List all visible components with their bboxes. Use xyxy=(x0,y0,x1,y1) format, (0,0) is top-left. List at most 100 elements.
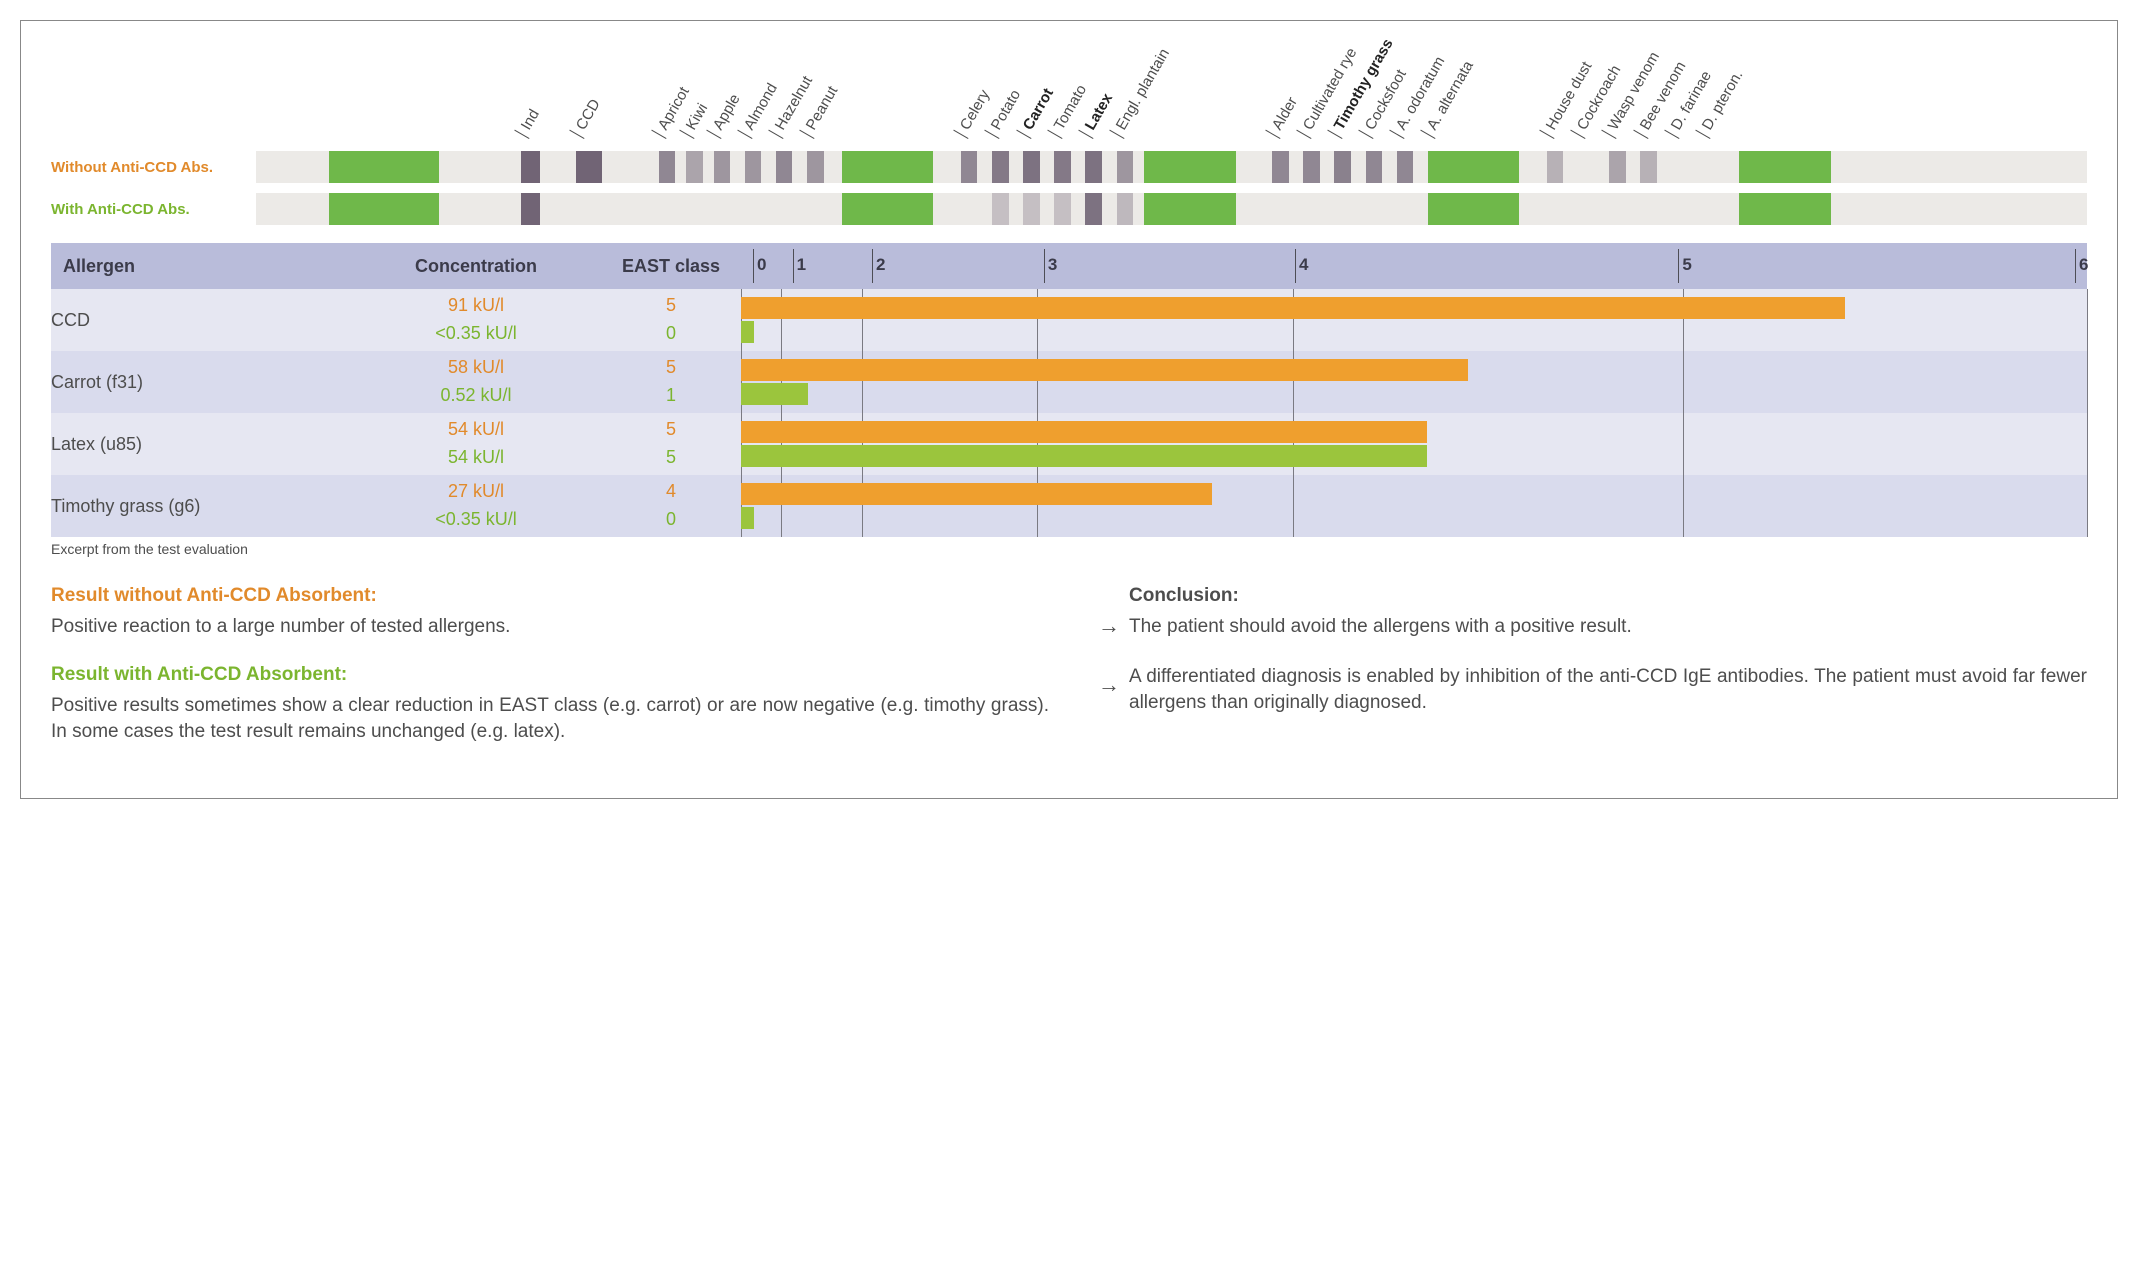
grid-line xyxy=(753,249,754,283)
strip-without-row: Without Anti-CCD Abs. IndCCDApricotKiwiA… xyxy=(51,151,2087,183)
class-without: 5 xyxy=(601,416,741,444)
class-with: 5 xyxy=(601,444,741,472)
grid-label: 0 xyxy=(757,255,766,275)
allergen-band xyxy=(1085,193,1101,225)
allergen-band xyxy=(521,151,539,183)
bar-with xyxy=(741,383,808,405)
concentration-cell: 27 kU/l<0.35 kU/l xyxy=(351,475,601,537)
strip-marker-block xyxy=(1144,193,1236,225)
allergen-label: Ind xyxy=(514,106,543,139)
results-left-col: Result without Anti-CCD Absorbent: Posit… xyxy=(51,583,1049,768)
allergen-band xyxy=(521,193,539,225)
table-header-row: Allergen Concentration EAST class 012345… xyxy=(51,243,2087,289)
bar-without xyxy=(741,297,1845,319)
grid-label: 3 xyxy=(1048,255,1057,275)
grid-line xyxy=(2087,413,2088,475)
allergen-band xyxy=(1272,151,1288,183)
strip-marker-block xyxy=(329,193,439,225)
allergen-band xyxy=(745,151,761,183)
allergen-label: Alder xyxy=(1265,94,1301,139)
allergen-name: Carrot (f31) xyxy=(51,351,351,413)
bar-with xyxy=(741,321,754,343)
col-allergen: Allergen xyxy=(51,243,351,289)
bar-with xyxy=(741,507,754,529)
strip-without: IndCCDApricotKiwiAppleAlmondHazelnutPean… xyxy=(256,151,2087,183)
allergen-name: Timothy grass (g6) xyxy=(51,475,351,537)
allergen-band xyxy=(1609,151,1625,183)
allergen-band xyxy=(714,151,730,183)
grid-line xyxy=(2087,289,2088,351)
conc-with: 54 kU/l xyxy=(351,444,601,472)
col-east-class: EAST class xyxy=(601,243,741,289)
grid-line xyxy=(1678,249,1679,283)
grid-line xyxy=(872,249,873,283)
grid-label: 5 xyxy=(1682,255,1691,275)
grid-line xyxy=(793,249,794,283)
bar-without xyxy=(741,421,1427,443)
grid-line xyxy=(1293,475,1294,537)
strip-marker-block xyxy=(1428,193,1520,225)
allergen-band xyxy=(1397,151,1413,183)
bar-without xyxy=(741,483,1212,505)
conc-without: 91 kU/l xyxy=(351,292,601,320)
bar-chart-cell xyxy=(741,351,2087,413)
strip-marker-block xyxy=(1144,151,1236,183)
allergen-band xyxy=(1303,151,1319,183)
class-with: 1 xyxy=(601,382,741,410)
allergen-label: Engl. plantain xyxy=(1109,46,1173,139)
conclusion-heading: Conclusion: xyxy=(1129,583,2087,610)
strip-marker-block xyxy=(1739,151,1831,183)
allergen-band xyxy=(1366,151,1382,183)
strip-without-label: Without Anti-CCD Abs. xyxy=(51,159,256,176)
bar-chart-cell xyxy=(741,413,2087,475)
document-frame: Without Anti-CCD Abs. IndCCDApricotKiwiA… xyxy=(20,20,2118,799)
allergen-band xyxy=(992,193,1008,225)
conc-with: <0.35 kU/l xyxy=(351,320,601,348)
table-row: Carrot (f31)58 kU/l0.52 kU/l51 xyxy=(51,351,2087,413)
strip-marker-block xyxy=(842,193,934,225)
strip-with-row: With Anti-CCD Abs. xyxy=(51,193,2087,225)
grid-label: 4 xyxy=(1299,255,1308,275)
bar-with xyxy=(741,445,1427,467)
strip-with xyxy=(256,193,2087,225)
table-row: Timothy grass (g6)27 kU/l<0.35 kU/l40 xyxy=(51,475,2087,537)
grid-line xyxy=(1295,249,1296,283)
table-row: Latex (u85)54 kU/l54 kU/l55 xyxy=(51,413,2087,475)
class-without: 5 xyxy=(601,354,741,382)
conc-without: 58 kU/l xyxy=(351,354,601,382)
class-without: 5 xyxy=(601,292,741,320)
arrow-icon: → xyxy=(1089,670,1129,701)
results-right-col: → Conclusion: The patient should avoid t… xyxy=(1089,583,2087,768)
class-with: 0 xyxy=(601,320,741,348)
conclusion-without-text: The patient should avoid the allergens w… xyxy=(1129,614,2087,641)
strip-marker-block xyxy=(329,151,439,183)
strip-marker-block xyxy=(1739,193,1831,225)
allergen-name: Latex (u85) xyxy=(51,413,351,475)
arrow-icon: → xyxy=(1089,611,1129,642)
strip-marker-block xyxy=(1428,151,1520,183)
allergen-band xyxy=(1117,151,1133,183)
allergen-band xyxy=(1640,151,1656,183)
allergen-label: CCD xyxy=(569,96,603,139)
concentration-cell: 58 kU/l0.52 kU/l xyxy=(351,351,601,413)
allergen-band xyxy=(992,151,1008,183)
allergen-name: CCD xyxy=(51,289,351,351)
grid-line xyxy=(1683,413,1684,475)
conc-with: 0.52 kU/l xyxy=(351,382,601,410)
allergen-band xyxy=(686,151,702,183)
col-chart-scale: 0123456 xyxy=(741,243,2087,289)
grid-line xyxy=(2087,351,2088,413)
result-with-text: Positive results sometimes show a clear … xyxy=(51,693,1049,746)
allergen-band xyxy=(1054,193,1070,225)
class-with: 0 xyxy=(601,506,741,534)
allergen-band xyxy=(1023,151,1039,183)
bar-without xyxy=(741,359,1468,381)
allergen-band xyxy=(807,151,823,183)
class-without: 4 xyxy=(601,478,741,506)
conc-without: 54 kU/l xyxy=(351,416,601,444)
east-class-cell: 40 xyxy=(601,475,741,537)
concentration-cell: 91 kU/l<0.35 kU/l xyxy=(351,289,601,351)
grid-line xyxy=(2075,249,2076,283)
conc-without: 27 kU/l xyxy=(351,478,601,506)
strip-marker-block xyxy=(842,151,934,183)
